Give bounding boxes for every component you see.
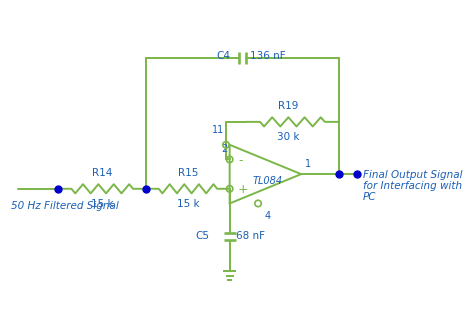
Text: TL084: TL084 <box>252 176 283 187</box>
Text: R19: R19 <box>278 101 298 111</box>
Text: 1: 1 <box>305 159 311 169</box>
Text: 15 k: 15 k <box>177 199 199 209</box>
Text: 68 nF: 68 nF <box>236 232 265 241</box>
Text: R15: R15 <box>178 168 198 178</box>
Text: R14: R14 <box>92 168 112 178</box>
Text: -: - <box>238 154 242 167</box>
Text: 11: 11 <box>212 125 224 135</box>
Text: for Interfacing with: for Interfacing with <box>363 181 462 190</box>
Text: 50 Hz Filtered Signal: 50 Hz Filtered Signal <box>10 201 118 211</box>
Text: 15 k: 15 k <box>91 199 114 209</box>
Text: Final Output Signal: Final Output Signal <box>363 169 462 180</box>
Text: 30 k: 30 k <box>277 132 299 142</box>
Text: PC: PC <box>363 191 376 202</box>
Text: +: + <box>238 183 248 196</box>
Text: 4: 4 <box>264 211 271 221</box>
Text: C5: C5 <box>195 232 210 241</box>
Text: C4: C4 <box>217 51 230 61</box>
Text: 136 nF: 136 nF <box>250 51 285 61</box>
Text: 2: 2 <box>221 144 228 154</box>
